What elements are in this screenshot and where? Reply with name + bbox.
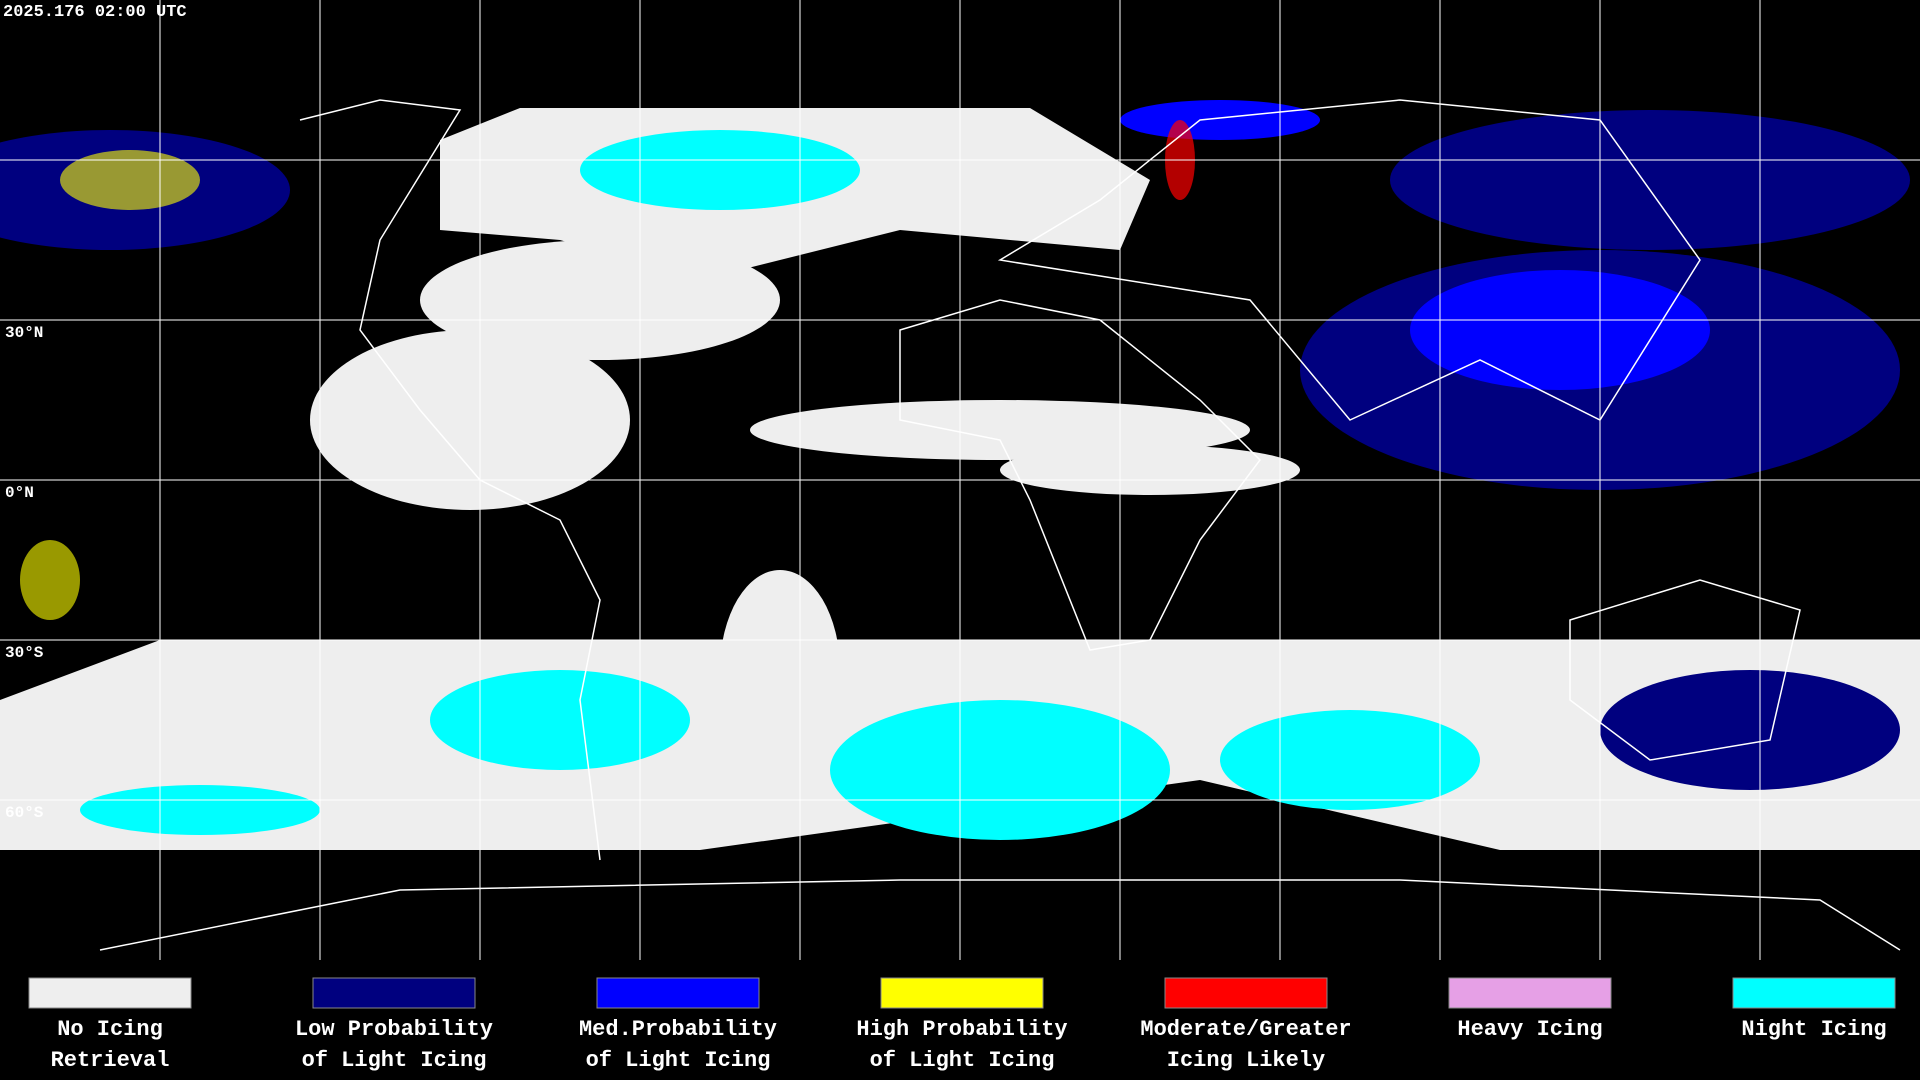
legend-label: Icing Likely xyxy=(1167,1048,1325,1073)
legend-swatch xyxy=(880,977,1044,1009)
legend-label: Heavy Icing xyxy=(1457,1017,1602,1042)
night-icing-cloud xyxy=(1220,710,1480,810)
night-icing-cloud xyxy=(80,785,320,835)
no-icing-cloud xyxy=(1000,445,1300,495)
latitude-label: 30°N xyxy=(5,324,43,342)
latitude-labels: 30°N 0°N 30°S 60°S xyxy=(5,324,44,822)
legend-label: Med.Probability xyxy=(579,1017,777,1042)
night-icing-cloud xyxy=(430,670,690,770)
low-icing-cloud xyxy=(1600,670,1900,790)
legend-label: Retrieval xyxy=(51,1048,170,1073)
night-icing-cloud xyxy=(830,700,1170,840)
latitude-label: 60°S xyxy=(5,804,44,822)
americas-coast xyxy=(299,99,601,861)
legend-label: High Probability xyxy=(856,1017,1067,1042)
africa-coast xyxy=(899,299,1261,651)
legend-label: of Light Icing xyxy=(302,1048,487,1073)
legend-label: Moderate/Greater xyxy=(1140,1017,1351,1042)
legend-label: Night Icing xyxy=(1741,1017,1886,1042)
australia-coast xyxy=(1569,579,1801,761)
eurasia-coast xyxy=(997,99,1701,421)
legend-label: of Light Icing xyxy=(870,1048,1055,1073)
no-icing-cloud xyxy=(420,240,780,360)
legend-swatch xyxy=(1448,977,1612,1009)
high-icing-cloud xyxy=(60,150,200,210)
legend-label: Low Probability xyxy=(295,1017,493,1042)
coastlines xyxy=(99,99,1901,951)
med-icing-cloud xyxy=(1120,100,1320,140)
med-icing-cloud xyxy=(1410,270,1710,390)
latitude-label: 30°S xyxy=(5,644,44,662)
legend-swatch xyxy=(596,977,760,1009)
no-icing-cloud xyxy=(310,330,630,510)
night-icing-cloud xyxy=(580,130,860,210)
no-icing-cloud xyxy=(720,570,840,770)
high-icing-cloud xyxy=(20,540,80,620)
graticule xyxy=(0,0,1920,960)
legend-swatch xyxy=(28,977,192,1009)
legend-swatch xyxy=(312,977,476,1009)
latitude-label: 0°N xyxy=(5,484,34,502)
legend: No Icing Retrieval Low Probability of Light… xyxy=(28,977,1896,1073)
legend-swatch xyxy=(1164,977,1328,1009)
legend-swatch xyxy=(1732,977,1896,1009)
antarctica-coast xyxy=(99,879,1901,951)
low-icing-cloud xyxy=(1390,110,1910,250)
no-icing-cloud xyxy=(750,400,1250,460)
timestamp: 2025.176 02:00 UTC xyxy=(3,3,187,22)
legend-label: No Icing xyxy=(57,1017,163,1042)
legend-label: of Light Icing xyxy=(586,1048,771,1073)
